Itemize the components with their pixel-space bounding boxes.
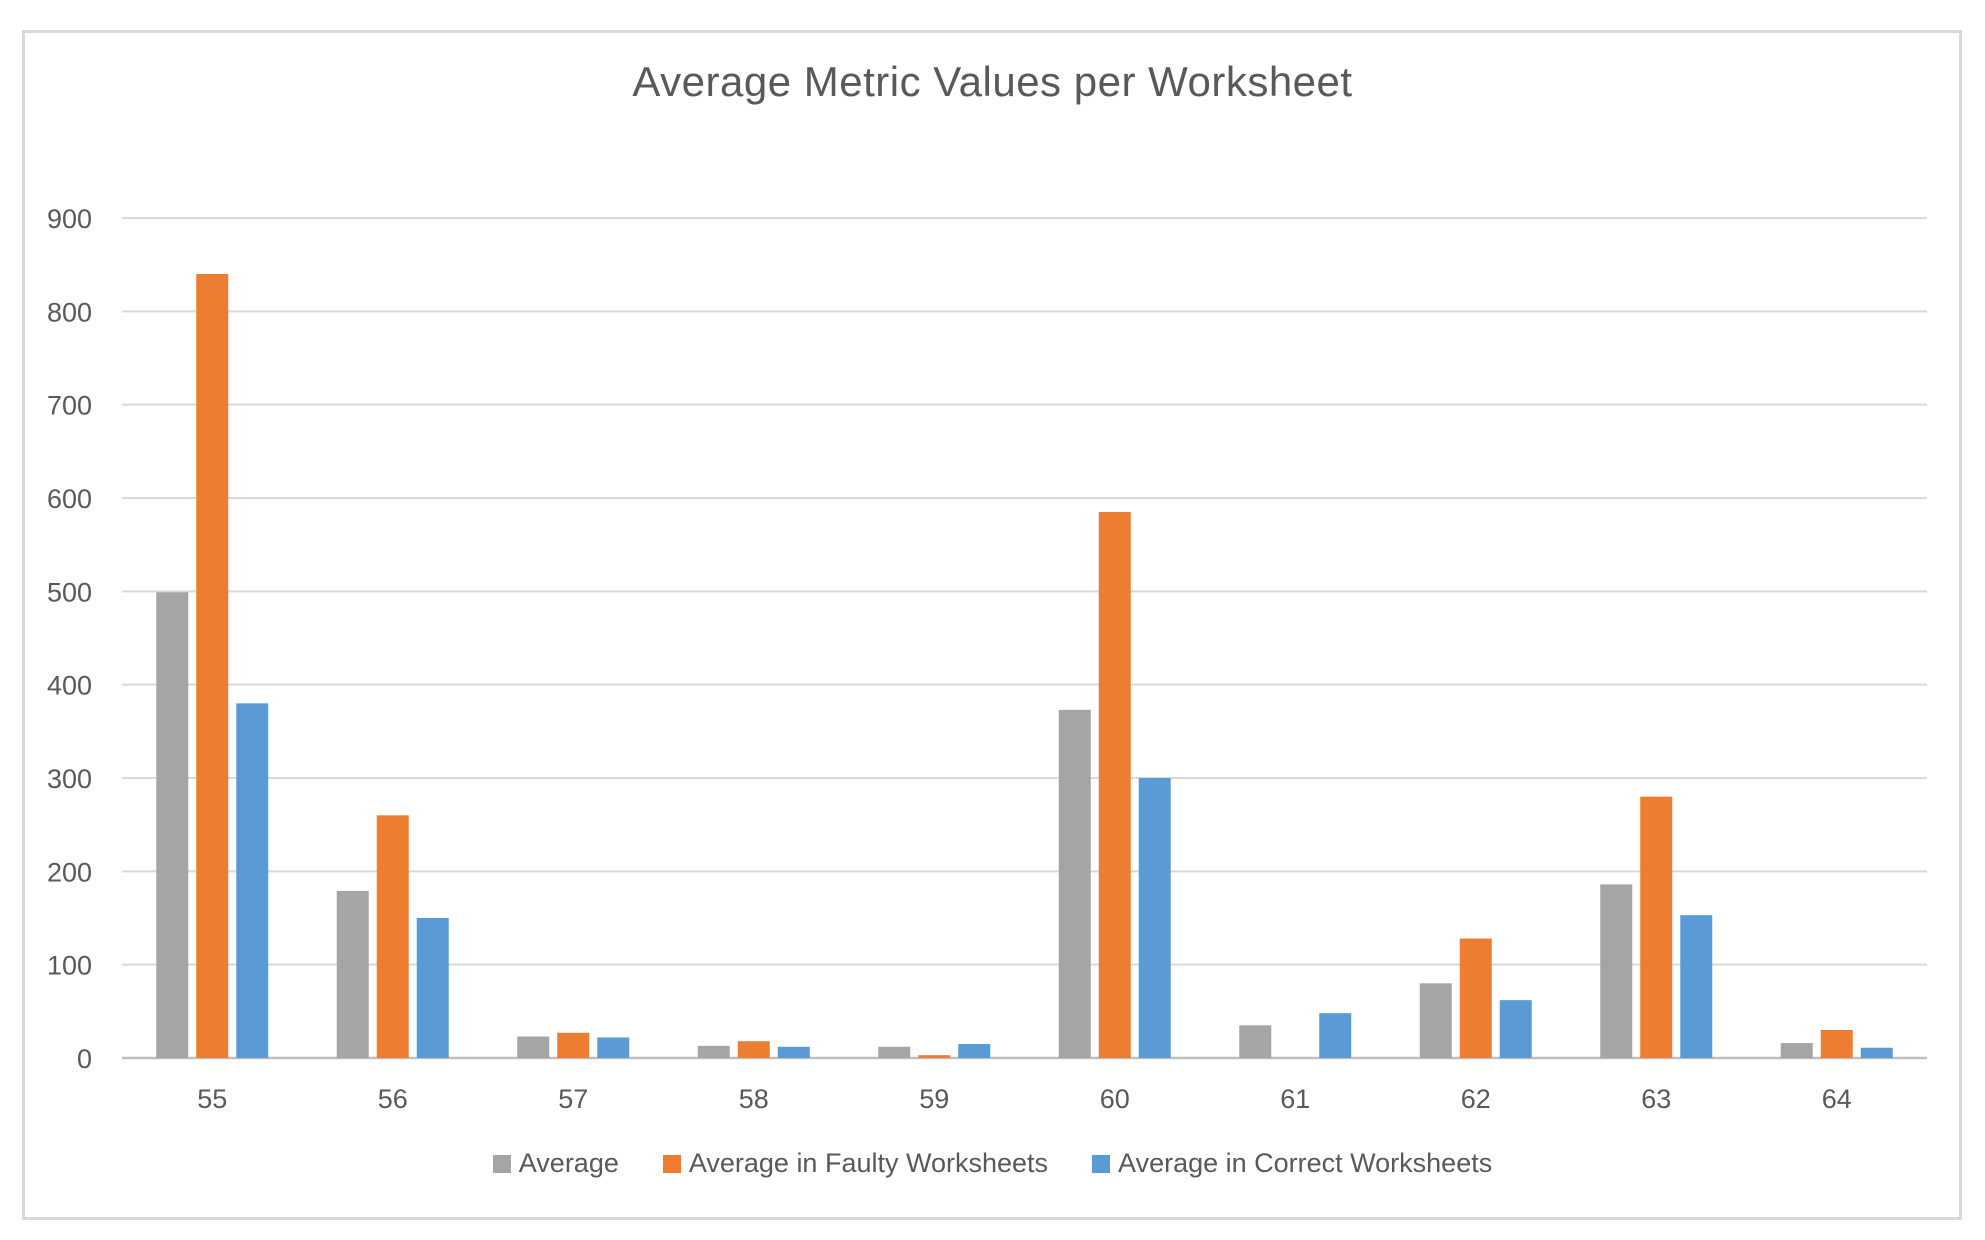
bar-59-series-2 [918,1055,951,1058]
bar-62-series-2 [1459,938,1492,1058]
y-tick-label: 300 [47,764,92,794]
bar-61-series-1 [1239,1025,1272,1058]
bar-55-series-1 [156,592,189,1058]
legend-item: Average in Faulty Worksheets [662,1148,1049,1179]
bar-62-series-3 [1499,1000,1532,1058]
x-tick-label: 56 [378,1084,408,1114]
legend-label: Average in Correct Worksheets [1118,1148,1493,1178]
bar-56-series-3 [416,918,449,1058]
legend-swatch [662,1154,681,1173]
y-tick-label: 200 [47,857,92,887]
bar-62-series-1 [1419,983,1452,1058]
x-tick-label: 57 [558,1084,588,1114]
bar-64-series-1 [1780,1043,1813,1058]
bar-64-series-2 [1820,1030,1853,1058]
y-tick-label: 400 [47,671,92,701]
y-tick-label: 600 [47,484,92,514]
bar-63-series-2 [1640,796,1673,1058]
x-tick-label: 63 [1641,1084,1671,1114]
x-tick-label: 58 [739,1084,769,1114]
y-tick-label: 800 [47,297,92,327]
legend-swatch [492,1154,511,1173]
x-tick-label: 59 [919,1084,949,1114]
bar-59-series-1 [878,1046,911,1058]
bar-57-series-3 [597,1037,630,1058]
legend-swatch [1092,1154,1111,1173]
x-tick-label: 60 [1100,1084,1130,1114]
legend-item: Average [492,1148,619,1179]
legend-label: Average [518,1148,619,1178]
chart-title: Average Metric Values per Worksheet [632,58,1353,105]
bar-63-series-3 [1680,915,1713,1058]
bar-60-series-1 [1058,709,1091,1058]
bar-59-series-3 [958,1044,991,1058]
y-tick-label: 0 [77,1044,92,1074]
bar-61-series-3 [1319,1013,1352,1058]
y-tick-label: 500 [47,577,92,607]
bar-57-series-1 [517,1036,550,1058]
bar-58-series-2 [737,1041,770,1058]
y-tick-label: 100 [47,951,92,981]
x-tick-label: 62 [1461,1084,1491,1114]
y-tick-label: 700 [47,391,92,421]
bar-57-series-2 [557,1032,590,1058]
y-tick-label: 900 [47,204,92,234]
bar-58-series-1 [697,1045,730,1058]
bar-56-series-2 [376,815,409,1058]
bar-58-series-3 [777,1046,810,1058]
legend-item: Average in Correct Worksheets [1092,1148,1492,1179]
bar-60-series-2 [1098,512,1131,1058]
x-tick-label: 55 [197,1084,227,1114]
x-tick-label: 64 [1822,1084,1852,1114]
bar-55-series-3 [236,703,269,1058]
chart-legend: Average Average in Faulty Worksheets Avera… [0,1148,1985,1179]
bar-64-series-3 [1860,1047,1893,1058]
legend-label: Average in Faulty Worksheets [688,1148,1049,1178]
x-tick-label: 61 [1280,1084,1310,1114]
bar-60-series-3 [1138,778,1171,1058]
bar-56-series-1 [336,890,369,1058]
bar-63-series-1 [1600,884,1633,1058]
bar-55-series-2 [196,274,229,1058]
